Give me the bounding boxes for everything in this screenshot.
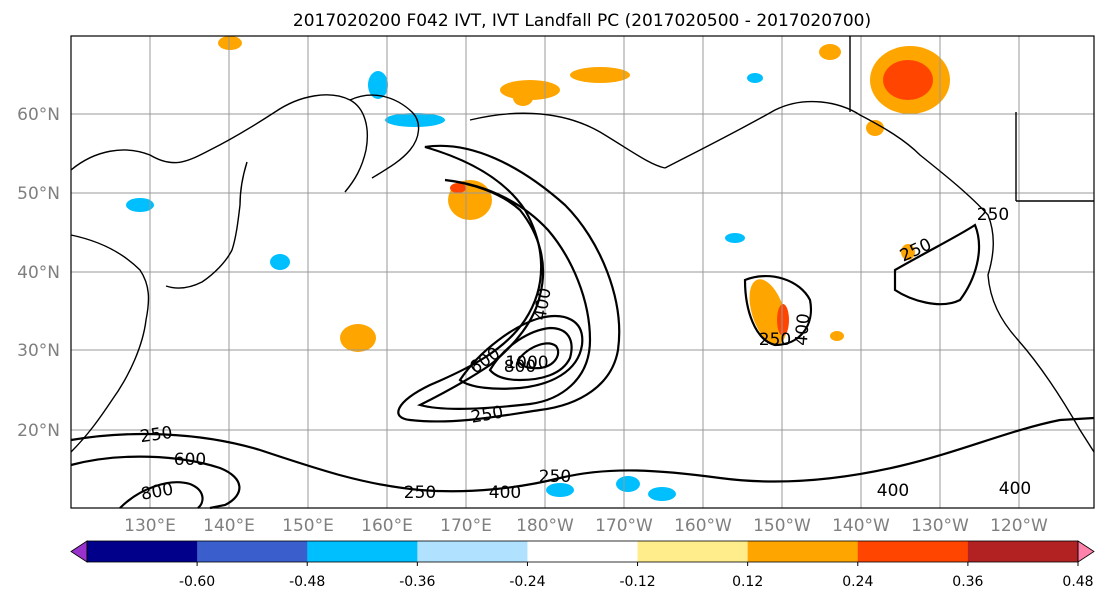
colorbar-segment [87,541,198,562]
kamchatka-coastline [349,94,420,179]
contour-label: 250 [759,330,791,350]
negative-pc-patch [648,487,676,501]
ivt-contour-1000 [516,342,560,370]
strong-positive-pc-patch [883,60,933,100]
negative-pc-patch [368,71,388,99]
pc-shading-layer [126,36,950,501]
coastlines [70,36,1095,453]
colorbar-tick-label: -0.60 [179,574,215,590]
colorbar-lower-extension [70,540,88,563]
contour-label: 800 [504,357,536,377]
colorbar-tick-label: 0.12 [732,574,763,590]
colorbar-segment [197,541,308,562]
negative-pc-patch [270,254,290,270]
ivt-contour-800 [488,326,573,382]
strong-positive-pc-patch [450,183,466,193]
colorbar-tick-labels: -0.60 -0.48 -0.36 -0.24 -0.12 0.12 0.24 0.36 0.4… [179,562,1094,590]
asia-coastline [70,94,368,453]
longitude-tick-label: 130°E [124,516,176,536]
latitude-tick-labels: 20°N 30°N 40°N 50°N 60°N [17,105,60,441]
negative-pc-patch [616,476,640,492]
ivt-contour-600-south [119,481,204,509]
ivt-contour-400-south [70,455,241,510]
negative-pc-patch [385,113,445,127]
longitude-tick-label: 140°E [203,516,255,536]
latitude-tick-label: 40°N [17,263,60,283]
longitude-tick-label: 150°E [282,516,334,536]
contour-label: 400 [877,481,909,501]
negative-pc-patch [747,73,763,83]
positive-pc-patch [866,120,884,136]
contour-label: 1000 [505,353,548,373]
longitude-tick-label: 120°W [990,516,1048,536]
longitude-tick-label: 150°W [753,516,811,536]
ivt-contours [70,144,1095,510]
contour-label: 250 [539,467,571,487]
colorbar-tick-label: 0.24 [842,574,873,590]
colorbar-segment [967,541,1079,562]
positive-pc-patch [749,279,787,345]
colorbar-tick-label: 0.36 [952,574,983,590]
longitude-tick-label: 160°W [674,516,732,536]
longitude-tick-label: 170°W [595,516,653,536]
colorbar-tick-label: -0.24 [509,574,545,590]
colorbar-segments [70,540,1095,563]
colorbar-segment [307,541,418,562]
latitude-tick-label: 60°N [17,105,60,125]
colorbar-segment [417,541,528,562]
contour-label: 400 [792,313,815,347]
colorbar-tick-label: 0.48 [1062,574,1093,590]
negative-pc-patch [126,198,154,212]
canada-border [849,36,1094,202]
negative-pc-patch [725,233,745,243]
colorbar-segment [747,541,859,562]
positive-pc-patch [830,331,844,341]
positive-pc-patch [901,244,915,260]
colorbar-upper-extension [1077,540,1095,563]
ivt-contour-250-mid [743,275,813,347]
colorbar-segment [857,541,969,562]
positive-pc-patch [819,44,841,60]
ivt-contour-400 [416,178,592,410]
contour-label: 250 [404,483,436,503]
longitude-tick-label: 180°W [516,516,574,536]
contour-label: 250 [139,423,174,447]
colorbar-outline [86,540,1079,563]
longitude-tick-label: 160°E [361,516,413,536]
map-title: 2017020200 F042 IVT, IVT Landfall PC (20… [293,11,871,31]
negative-pc-patch [546,483,574,497]
latitude-tick-label: 30°N [17,341,60,361]
colorbar-tick-label: -0.36 [399,574,435,590]
contour-label: 600 [174,450,206,470]
graticule [71,36,1094,508]
positive-pc-patch [570,67,630,83]
contour-label: 250 [977,205,1009,225]
colorbar-segment [527,541,639,562]
alaska-coastline [469,100,1095,453]
positive-pc-patch [218,36,242,50]
map-frame [70,35,1095,509]
colorbar: -0.60 -0.48 -0.36 -0.24 -0.12 0.12 0.24 0.36 0.4… [70,540,1095,590]
ivt-contour-250-south [70,416,1095,493]
colorbar-segment [637,541,749,562]
contour-label: 400 [999,479,1031,499]
japan-coastline [165,161,248,289]
contour-label: 400 [489,483,521,503]
ivt-contour-600 [458,315,584,390]
positive-pc-patch [340,324,376,352]
latitude-tick-label: 20°N [17,421,60,441]
colorbar-tick-label: -0.12 [619,574,655,590]
longitude-tick-label: 140°W [832,516,890,536]
longitude-tick-labels: 130°E 140°E 150°E 160°E 170°E 180°W 170°W 160°W… [124,516,1048,536]
colorbar-tick-label: -0.48 [289,574,325,590]
latitude-tick-label: 50°N [17,184,60,204]
strong-positive-pc-patch [777,304,789,336]
longitude-tick-label: 170°E [440,516,492,536]
longitude-tick-label: 130°W [911,516,969,536]
ivt-contour-250-east [893,223,981,306]
positive-pc-patch [513,90,533,106]
